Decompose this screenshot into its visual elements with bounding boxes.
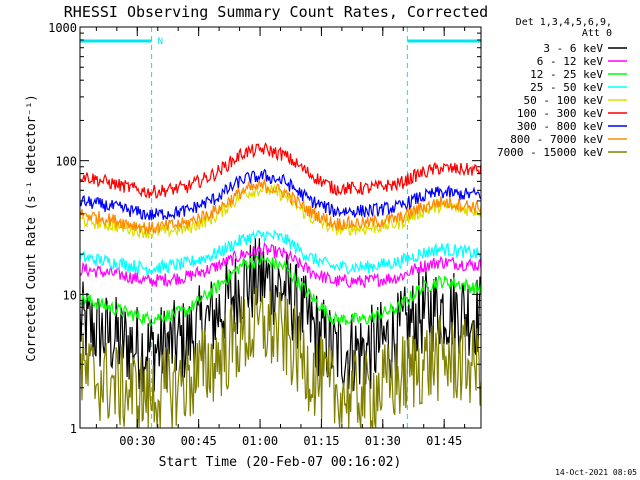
series-line-25-50-keV [79, 229, 482, 277]
x-tick-label: 00:30 [119, 434, 155, 448]
series-line-7000-15000-keV [79, 286, 482, 429]
x-tick-label: 00:45 [181, 434, 217, 448]
legend-entry-label: 7000 - 15000 keV [497, 146, 603, 159]
legend-entry-label: 100 - 300 keV [517, 107, 603, 120]
y-tick-label: 1 [70, 422, 77, 436]
x-tick-label: 01:45 [426, 434, 462, 448]
legend-header: Det 1,3,4,5,6,9, [516, 17, 612, 28]
legend-entry-label: 3 - 6 keV [543, 42, 603, 55]
x-tick-label: 01:30 [365, 434, 401, 448]
y-tick-label: 100 [55, 155, 77, 169]
legend-entry-label: 12 - 25 keV [530, 68, 603, 81]
series-line-6-12-keV [79, 241, 482, 288]
x-tick-label: 01:00 [242, 434, 278, 448]
series-line-100-300-keV [79, 141, 482, 199]
flag-bars: N [80, 37, 481, 47]
legend-entry-label: 50 - 100 keV [524, 94, 604, 107]
x-axis-label: Start Time (20-Feb-07 00:16:02) [159, 455, 402, 470]
legend-entry-label: 300 - 800 keV [517, 120, 603, 133]
legend-entry-label: 25 - 50 keV [530, 81, 603, 94]
footer-timestamp: 14-Oct-2021 08:05 [555, 468, 637, 477]
y-axis-label: Corrected Count Rate (s⁻¹ detector⁻¹) [24, 94, 38, 361]
legend-header: Att 0 [582, 28, 612, 39]
night-flag-label: N [158, 37, 163, 47]
series-line-12-25-keV [79, 253, 482, 328]
x-tick-label: 01:15 [303, 434, 339, 448]
series-lines [79, 141, 482, 429]
legend-entry-label: 800 - 7000 keV [510, 133, 603, 146]
y-tick-label: 10 [63, 288, 77, 302]
legend-entry-label: 6 - 12 keV [537, 55, 604, 68]
series-line-800-7000-keV [79, 177, 482, 234]
axes: 00:30 00:45 01:00 01:15 01:30 01:45 1 10 100 1000 [48, 21, 481, 448]
chart-title: RHESSI Observing Summary Count Rates, Co… [64, 3, 488, 21]
series-line-300-800-keV [79, 168, 482, 221]
y-tick-label: 1000 [48, 21, 77, 35]
